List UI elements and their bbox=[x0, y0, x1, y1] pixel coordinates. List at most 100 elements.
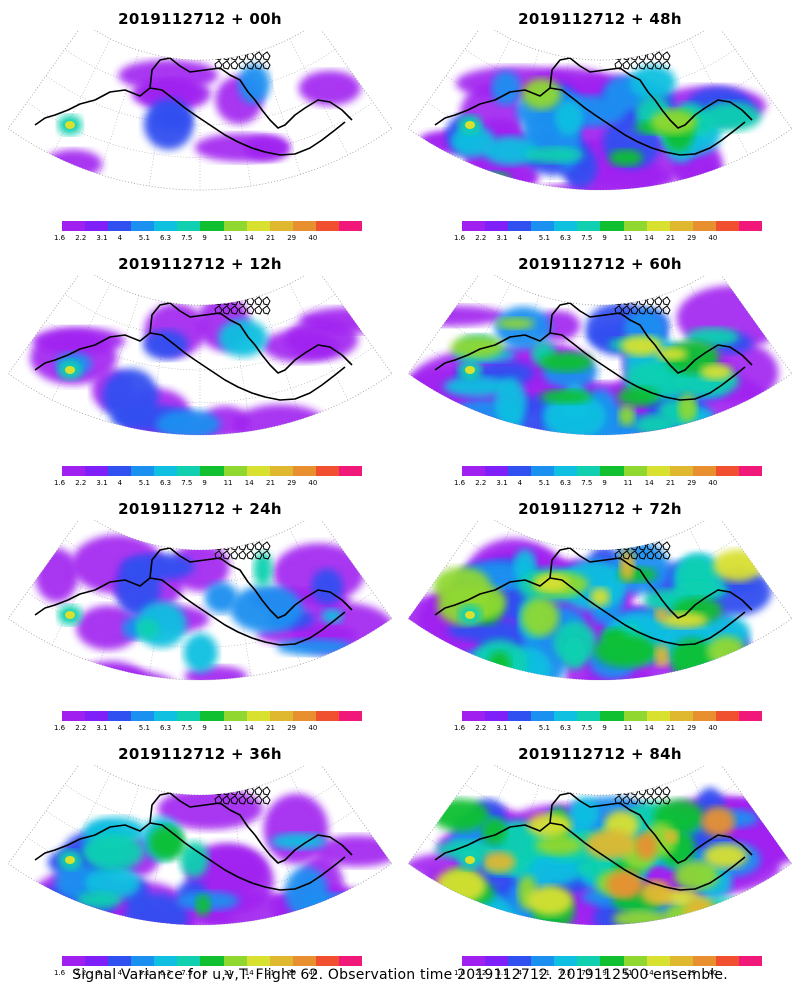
colorbar-tick-label: 29 bbox=[287, 969, 297, 977]
colorbar-tick-label: 9 bbox=[202, 234, 207, 242]
colorbar-swatch bbox=[85, 221, 109, 231]
colorbar-swatch bbox=[623, 711, 647, 721]
colorbar-swatch bbox=[669, 711, 693, 721]
colorbar-swatch bbox=[485, 221, 509, 231]
colorbar-swatch bbox=[131, 956, 155, 966]
colorbar-tick-label: 21 bbox=[266, 234, 275, 242]
colorbar-swatch bbox=[508, 466, 532, 476]
colorbar-swatch bbox=[223, 956, 247, 966]
panel-title: 2019112712 + 72h bbox=[518, 500, 682, 518]
forecast-panel: 2019112712 + 12h 1.6 2.2 3.1 4 5.1 6.3 7.5 9 11 14… bbox=[0, 245, 400, 490]
colorbar-tick-label: 5.1 bbox=[138, 479, 150, 487]
colorbar-tick-label: 21 bbox=[266, 479, 275, 487]
colorbar-tick-label: 11 bbox=[223, 724, 233, 732]
colorbar-swatch bbox=[315, 221, 339, 231]
colorbar-swatch bbox=[577, 221, 601, 231]
colorbar-tick-label: 3.1 bbox=[96, 479, 108, 487]
colorbar-tick-label: 40 bbox=[708, 479, 718, 487]
colorbar-labels: 1.6 2.2 3.1 4 5.1 6.3 7.5 9 11 14 21 29 40 bbox=[54, 479, 374, 489]
colorbar-tick-label: 1.6 bbox=[54, 969, 66, 977]
colorbar-tick-label: 29 bbox=[687, 234, 697, 242]
colorbar-tick-label: 6.3 bbox=[560, 969, 572, 977]
variance-field bbox=[408, 538, 772, 680]
colorbar-swatch bbox=[738, 466, 763, 476]
variance-field bbox=[408, 285, 784, 435]
colorbar-tick-label: 3.1 bbox=[496, 479, 508, 487]
colorbar-swatch bbox=[131, 711, 155, 721]
colorbar-tick-label: 2.2 bbox=[75, 479, 87, 487]
colorbar-swatch bbox=[715, 466, 739, 476]
colorbar-swatch bbox=[462, 221, 486, 231]
colorbar-labels: 1.6 2.2 3.1 4 5.1 6.3 7.5 9 11 14 21 29 40 bbox=[454, 724, 774, 734]
colorbar-swatch bbox=[508, 221, 532, 231]
colorbar-tick-label: 7.5 bbox=[581, 479, 593, 487]
panel-title: 2019112712 + 24h bbox=[118, 500, 282, 518]
colorbar-tick-label: 11 bbox=[223, 479, 233, 487]
colorbar-swatch bbox=[738, 956, 763, 966]
colorbar-tick-label: 14 bbox=[244, 969, 254, 977]
colorbar-tick-label: 9 bbox=[602, 969, 607, 977]
colorbar-tick-label: 21 bbox=[266, 724, 275, 732]
colorbar-swatch bbox=[154, 711, 178, 721]
colorbar-tick-label: 21 bbox=[666, 969, 675, 977]
colorbar-tick-label: 14 bbox=[644, 234, 654, 242]
colorbar-swatch bbox=[554, 956, 578, 966]
figure-caption: Signal Variance for u,v,T. Flight 62. Ob… bbox=[72, 967, 728, 983]
colorbar-swatch bbox=[85, 711, 109, 721]
colorbar-tick-label: 7.5 bbox=[181, 969, 193, 977]
variance-map bbox=[7, 765, 393, 926]
colorbar-tick-label: 2.2 bbox=[475, 724, 487, 732]
forecast-panel: 2019112712 + 72h 1.6 2.2 3.1 4 5.1 6.3 7.5 9 11 14… bbox=[400, 490, 800, 735]
colorbar-tick-label: 9 bbox=[602, 234, 607, 242]
colorbar-swatch bbox=[315, 711, 339, 721]
colorbar-tick-label: 21 bbox=[666, 234, 675, 242]
colorbar-swatch bbox=[315, 466, 339, 476]
colorbar-tick-label: 14 bbox=[644, 724, 654, 732]
colorbar-tick-label: 4 bbox=[517, 234, 523, 242]
colorbar-tick-label: 11 bbox=[223, 234, 233, 242]
colorbar-swatch bbox=[462, 711, 486, 721]
colorbar-swatch bbox=[738, 221, 763, 231]
colorbar-tick-label: 6.3 bbox=[160, 724, 172, 732]
colorbar-swatch bbox=[646, 221, 670, 231]
colorbar-tick-label: 5.1 bbox=[538, 724, 550, 732]
colorbar-swatch bbox=[108, 711, 132, 721]
colorbar-swatch bbox=[131, 221, 155, 231]
colorbar-swatch bbox=[200, 466, 224, 476]
colorbar-tick-label: 1.6 bbox=[454, 724, 466, 732]
forecast-panel: 2019112712 + 36h 1.6 2.2 3.1 4 5.1 6.3 7.5 9 11 14… bbox=[0, 735, 400, 980]
variance-map bbox=[7, 520, 393, 681]
colorbar-swatch bbox=[508, 711, 532, 721]
colorbar-swatch bbox=[85, 956, 109, 966]
colorbar-swatch bbox=[577, 956, 601, 966]
colorbar-swatch bbox=[531, 221, 555, 231]
colorbar-swatch bbox=[108, 466, 132, 476]
colorbar-tick-label: 4 bbox=[117, 234, 123, 242]
colorbar-swatch bbox=[623, 956, 647, 966]
colorbar-swatch bbox=[715, 711, 739, 721]
colorbar-swatch bbox=[85, 466, 109, 476]
colorbar-swatch bbox=[246, 711, 270, 721]
coastline bbox=[34, 541, 353, 646]
colorbar-swatch bbox=[600, 221, 624, 231]
colorbar bbox=[62, 221, 363, 231]
colorbar-swatch bbox=[177, 221, 201, 231]
colorbar-tick-label: 3.1 bbox=[96, 724, 108, 732]
colorbar-tick-label: 6.3 bbox=[160, 234, 172, 242]
colorbar-tick-label: 14 bbox=[644, 479, 654, 487]
panel-title: 2019112712 + 84h bbox=[518, 745, 682, 763]
colorbar-swatch bbox=[600, 466, 624, 476]
colorbar-tick-label: 2.2 bbox=[475, 479, 487, 487]
colorbar-tick-label: 1.6 bbox=[454, 969, 466, 977]
colorbar-tick-label: 9 bbox=[602, 479, 607, 487]
colorbar-swatch bbox=[62, 956, 86, 966]
colorbar-tick-label: 11 bbox=[623, 724, 633, 732]
forecast-panel: 2019112712 + 48h 1.6 2.2 3.1 4 5.1 6.3 7.5 9 11 14… bbox=[400, 0, 800, 245]
colorbar-tick-label: 3.1 bbox=[96, 234, 108, 242]
colorbar-tick-label: 3.1 bbox=[96, 969, 108, 977]
colorbar-tick-label: 29 bbox=[287, 724, 297, 732]
colorbar-tick-label: 9 bbox=[202, 724, 207, 732]
colorbar-tick-label: 2.2 bbox=[475, 234, 487, 242]
colorbar-tick-label: 40 bbox=[308, 724, 318, 732]
panel-title: 2019112712 + 48h bbox=[518, 10, 682, 28]
